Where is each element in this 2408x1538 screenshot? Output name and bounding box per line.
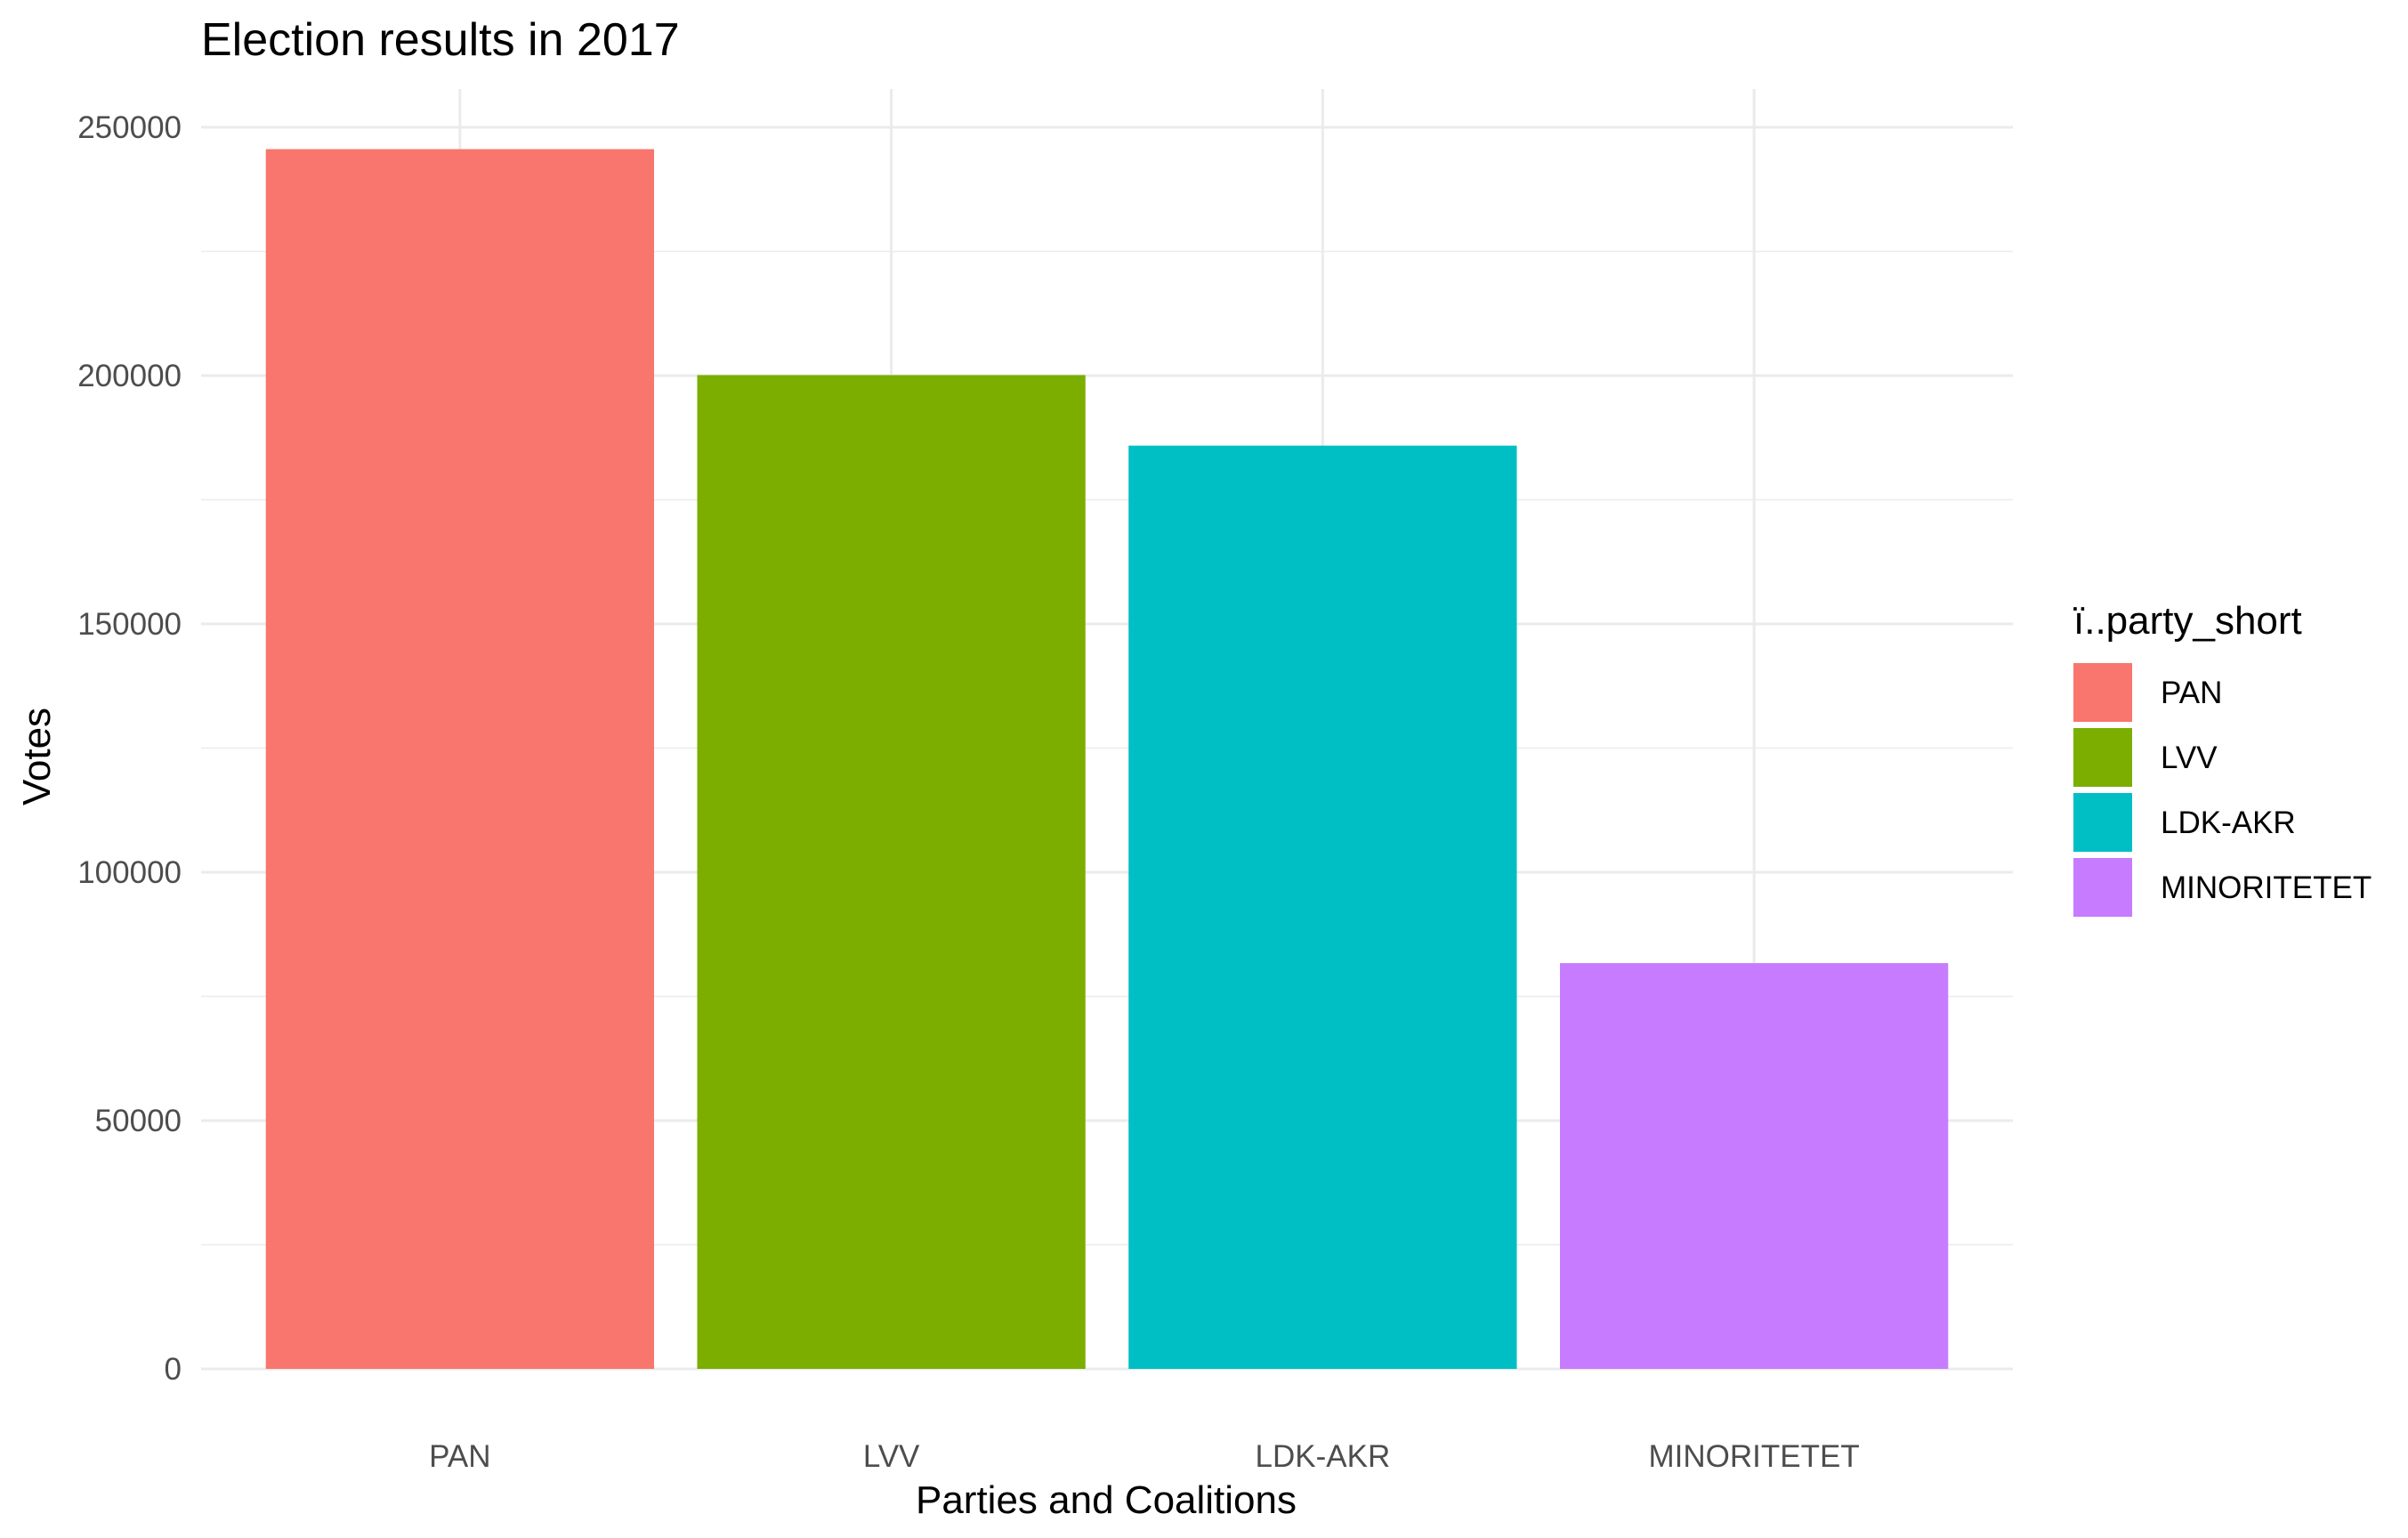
legend-label: MINORITETET [2161, 870, 2372, 905]
legend-entries: PAN LVV LDK-AKR MINORITETET [2073, 663, 2372, 917]
legend-label: PAN [2161, 676, 2222, 710]
legend-key [2073, 663, 2132, 722]
y-tick-label: 0 [165, 1352, 182, 1387]
x-axis-title: Parties and Coalitions [916, 1478, 1297, 1522]
x-tick-label: MINORITETET [1649, 1439, 1860, 1474]
x-tick-label: LDK-AKR [1256, 1439, 1391, 1474]
legend-key [2073, 858, 2132, 917]
y-axis-title: Votes [15, 708, 59, 805]
legend: ï..party_short PAN LVV LDK-AKR MINORITETET [2073, 599, 2372, 917]
bar-pan [265, 149, 654, 1369]
legend-key [2073, 728, 2132, 787]
bars [265, 149, 1949, 1370]
y-tick-label: 50000 [95, 1104, 182, 1138]
legend-key [2073, 793, 2132, 852]
legend-label: LVV [2161, 741, 2218, 775]
x-tick-label: PAN [429, 1439, 490, 1474]
bar-ldk-akr [1128, 445, 1517, 1370]
y-tick-label: 250000 [77, 110, 182, 145]
x-axis-tick-labels: PAN LVV LDK-AKR MINORITETET [429, 1439, 1860, 1474]
x-tick-label: LVV [863, 1439, 920, 1474]
bar-minoritetet [1560, 963, 1949, 1369]
y-tick-label: 150000 [77, 607, 182, 642]
legend-title: ï..party_short [2073, 599, 2302, 643]
bar-lvv [697, 375, 1086, 1369]
y-axis-tick-labels: 0 50000 100000 150000 200000 250000 [77, 110, 182, 1387]
y-tick-label: 200000 [77, 359, 182, 393]
chart-title: Election results in 2017 [201, 14, 680, 66]
legend-label: LDK-AKR [2161, 805, 2296, 840]
y-tick-label: 100000 [77, 855, 182, 890]
